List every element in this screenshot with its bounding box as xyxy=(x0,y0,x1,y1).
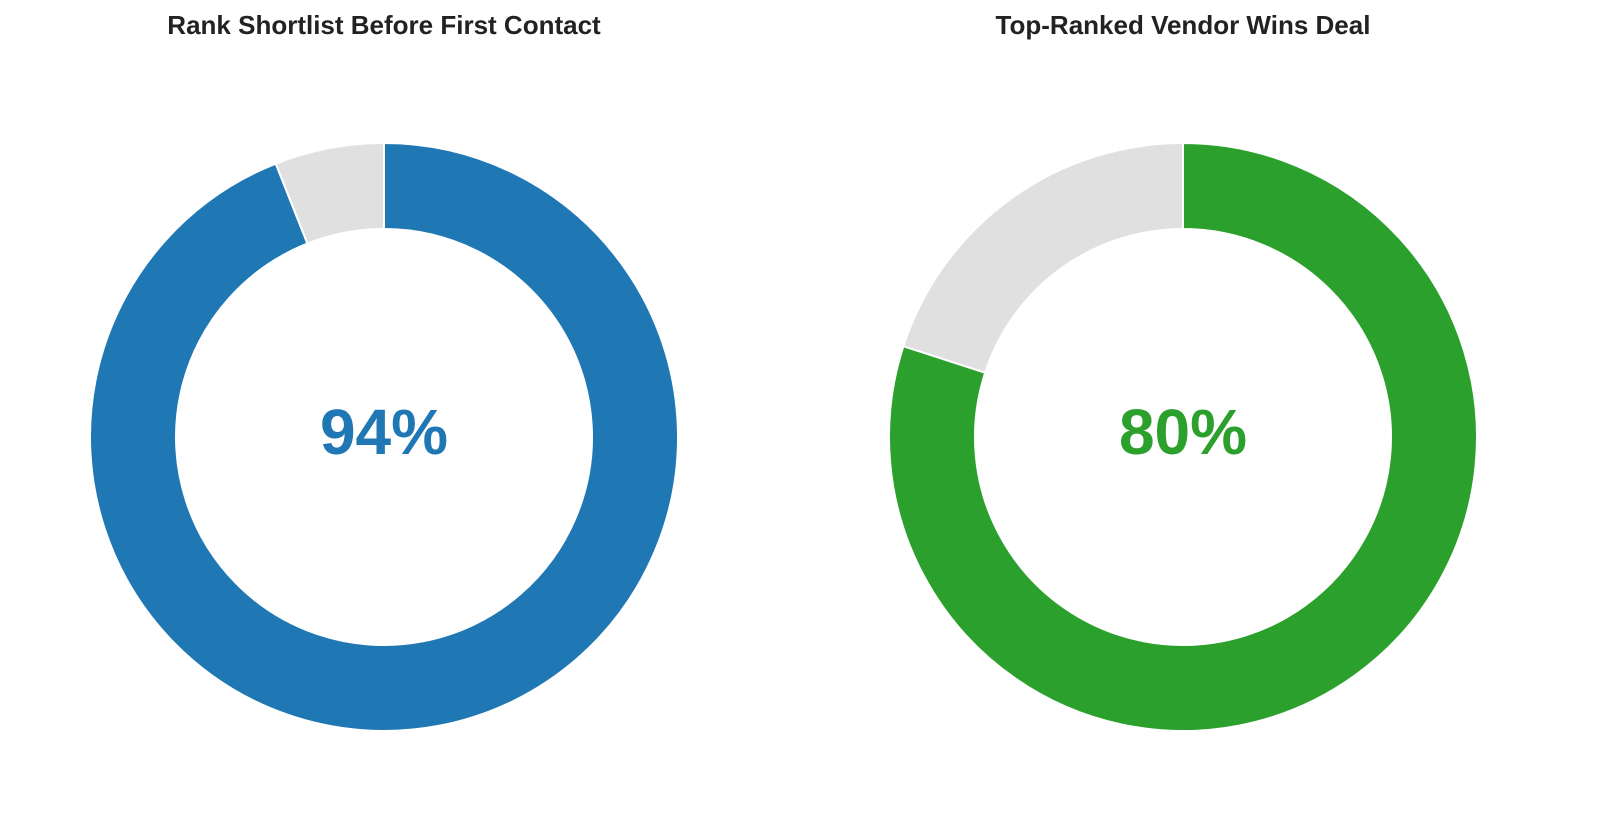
center-label: 94% xyxy=(320,396,448,468)
chart-title: Top-Ranked Vendor Wins Deal xyxy=(996,10,1371,40)
donut-slice xyxy=(274,141,385,245)
center-label: 80% xyxy=(1119,396,1247,468)
chart-title: Rank Shortlist Before First Contact xyxy=(167,10,601,40)
donut-slice xyxy=(902,141,1184,374)
donut-slice xyxy=(888,141,1478,732)
donut-slice xyxy=(89,141,679,732)
